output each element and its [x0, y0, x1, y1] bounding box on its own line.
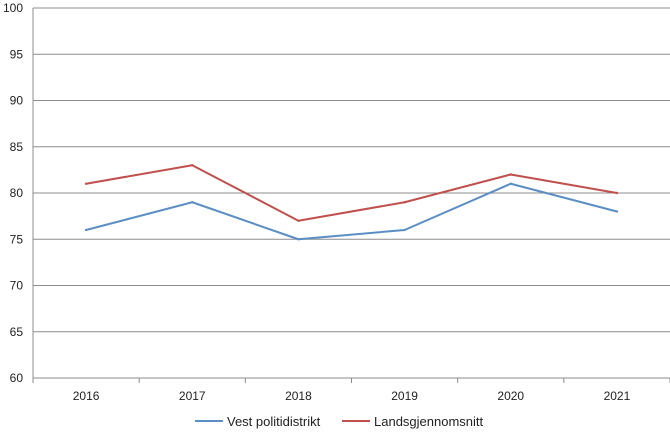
- x-axis: 2016 2017 2018 2019 2020 2021: [32, 8, 670, 403]
- data-point: [403, 201, 406, 204]
- x-tick-label: 2017: [179, 389, 206, 403]
- legend-label-0: Vest politidistrikt: [227, 414, 321, 429]
- y-tick-label: 60: [10, 371, 24, 385]
- y-tick-label: 100: [3, 1, 23, 15]
- y-tick-label: 75: [10, 232, 24, 246]
- data-point: [297, 219, 300, 222]
- y-axis: 60 65 70 75 80 85 90 95 100: [3, 1, 23, 385]
- x-tick-label: 2020: [497, 389, 524, 403]
- data-point: [84, 228, 88, 232]
- y-tick-label: 90: [10, 94, 24, 108]
- series-lines: [84, 164, 619, 241]
- data-point: [509, 182, 512, 185]
- gridlines: [33, 7, 670, 333]
- y-tick-label: 65: [10, 325, 24, 339]
- data-point: [191, 164, 194, 167]
- data-point: [615, 210, 619, 213]
- data-point: [615, 191, 619, 195]
- x-tick-label: 2019: [391, 389, 418, 403]
- y-tick-label: 80: [10, 186, 24, 200]
- x-tick-label: 2016: [73, 389, 100, 403]
- y-tick-label: 95: [10, 47, 24, 61]
- data-point: [403, 228, 406, 232]
- data-point: [191, 201, 194, 204]
- legend: Vest politidistrikt Landsgjennomsnitt: [195, 414, 484, 429]
- x-tick-label: 2021: [604, 389, 631, 403]
- data-point: [297, 238, 300, 241]
- legend-label-1: Landsgjennomsnitt: [374, 414, 484, 429]
- x-tick-label: 2018: [285, 389, 312, 403]
- data-point: [84, 182, 88, 185]
- y-tick-label: 70: [10, 279, 24, 293]
- series-line-1: [85, 164, 618, 222]
- data-point: [509, 173, 512, 176]
- y-tick-label: 85: [10, 140, 24, 154]
- series-line-0: [85, 182, 618, 241]
